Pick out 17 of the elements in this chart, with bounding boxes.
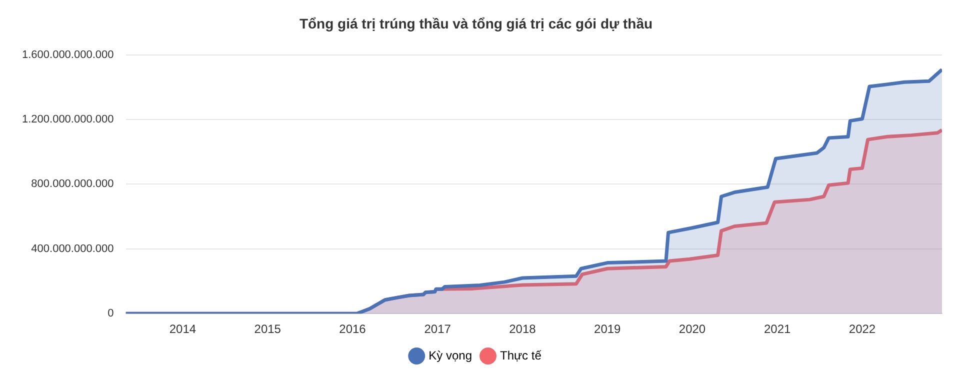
x-tick-label: 2017 — [424, 322, 452, 336]
x-tick-label: 2021 — [764, 322, 792, 336]
x-tick-label: 2018 — [509, 322, 536, 336]
chart-title: Tổng giá trị trúng thầu và tổng giá trị các gói dự thầu — [299, 15, 653, 32]
y-tick-label: 1.200.000.000.000 — [22, 114, 114, 126]
x-tick-label: 2022 — [848, 322, 876, 336]
x-tick-label: 2019 — [594, 322, 622, 336]
y-tick-label: 400.000.000.000 — [31, 242, 114, 255]
legend-label: Kỳ vọng — [428, 348, 472, 362]
y-tick-label: 0 — [108, 308, 114, 320]
legend-label: Thực tế — [500, 348, 542, 362]
y-tick-label: 800.000.000.000 — [31, 178, 114, 190]
x-tick-label: 2020 — [678, 322, 706, 336]
x-tick-label: 2014 — [169, 322, 196, 336]
x-tick-label: 2016 — [339, 322, 366, 336]
y-tick-label: 1.600.000.000.000 — [22, 48, 114, 61]
x-tick-label: 2015 — [254, 322, 282, 336]
